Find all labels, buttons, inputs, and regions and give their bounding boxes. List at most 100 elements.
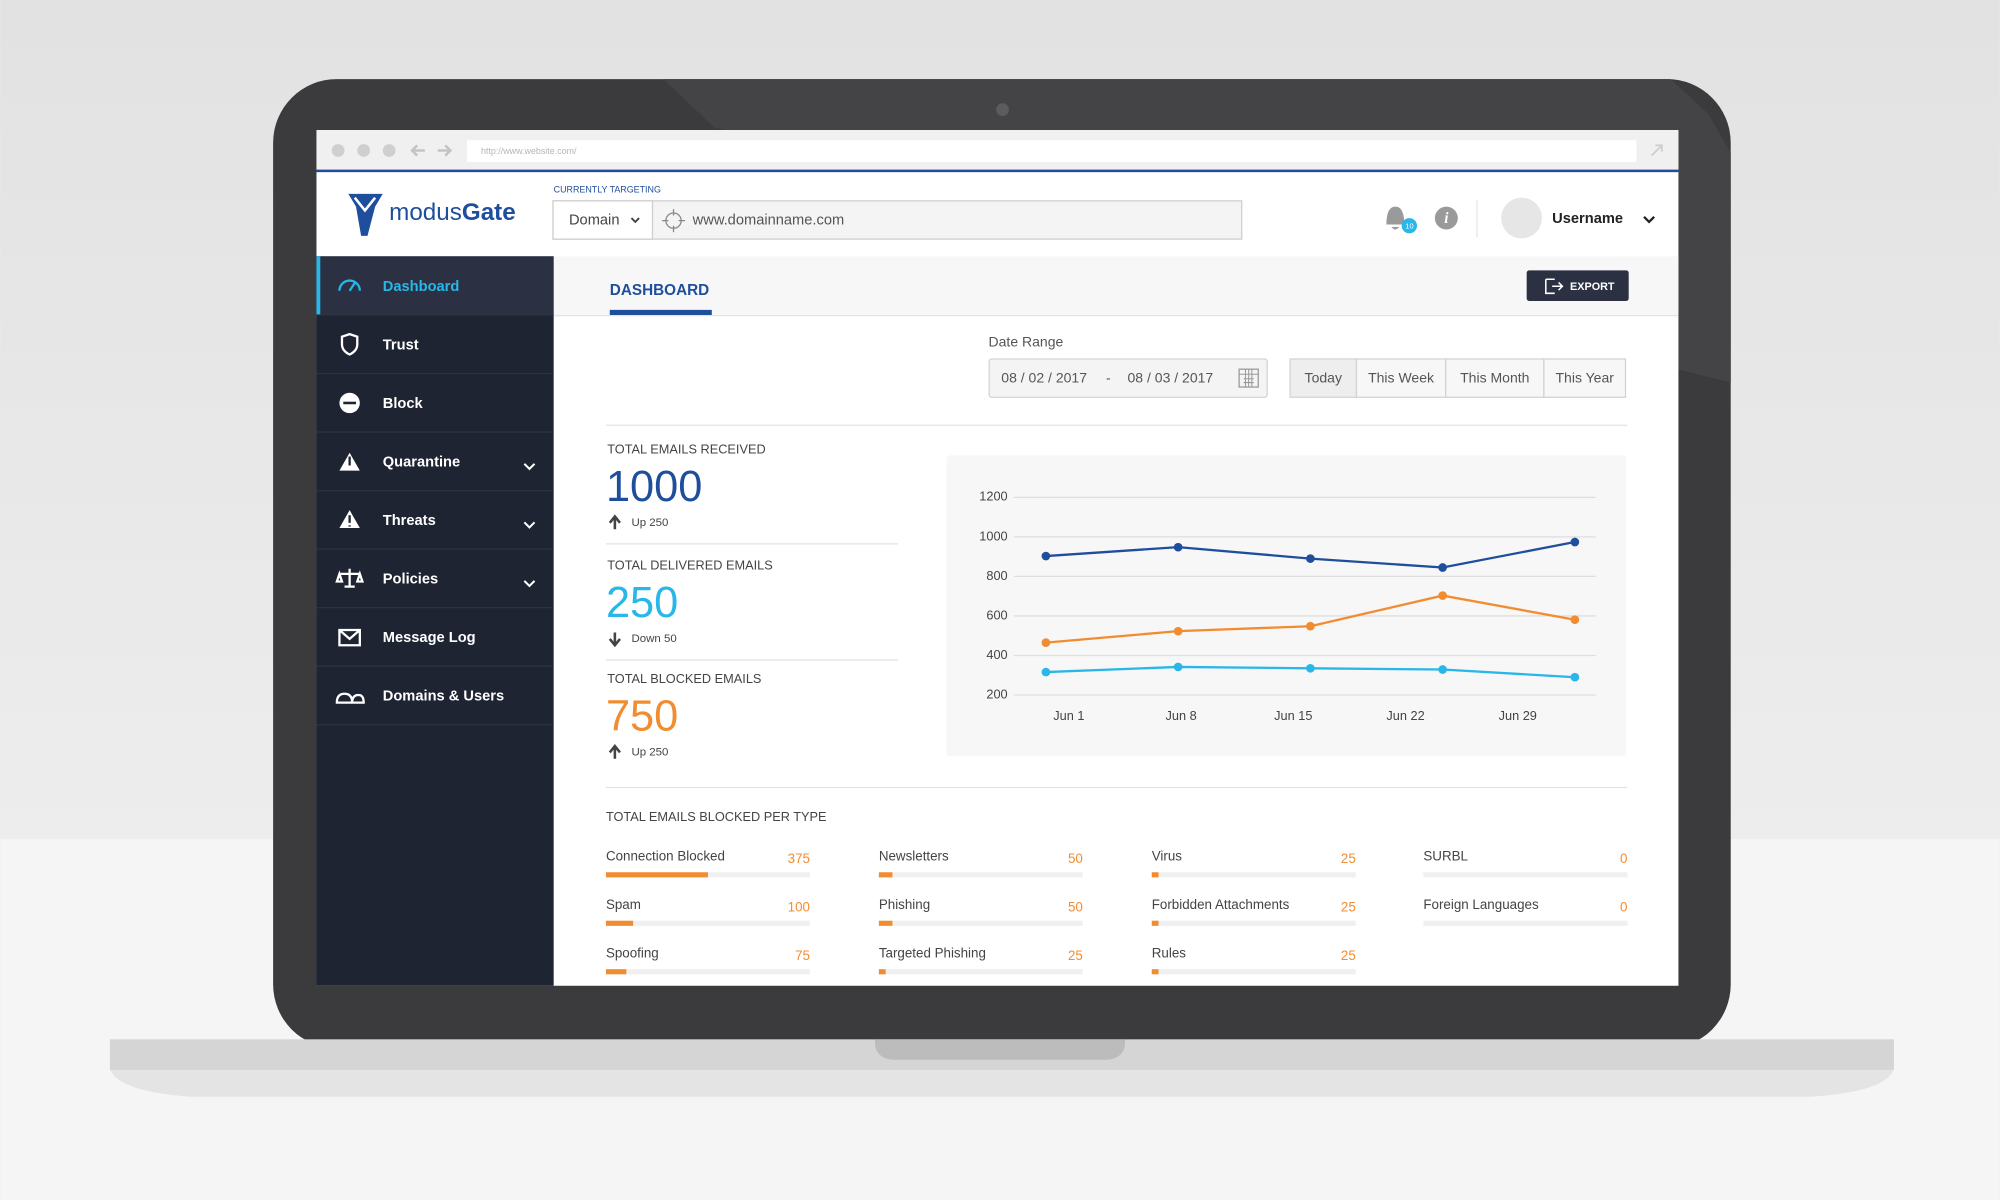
tab[interactable]: DASHBOARD: [610, 282, 709, 299]
type-track: [1423, 872, 1628, 878]
type-bar: [878, 872, 893, 878]
stat-change: Up 250: [631, 746, 668, 758]
notification-badge: [1401, 218, 1418, 234]
blocked-types-title: TOTAL EMAILS BLOCKED PER TYPE: [606, 809, 827, 824]
type-bar: [605, 872, 708, 878]
type-track: [605, 920, 810, 926]
type-name: Spam: [606, 897, 641, 912]
type-value: 0: [1620, 900, 1627, 915]
type-name: Targeted Phishing: [879, 945, 986, 960]
type-track: [1151, 920, 1356, 926]
type-track: [878, 920, 1083, 926]
nav-icon: [338, 279, 361, 292]
type-name: Phishing: [879, 897, 930, 912]
info-icon[interactable]: [1434, 206, 1458, 230]
x-tick-label: Jun 29: [1499, 708, 1537, 723]
nav-active-marker: [316, 256, 321, 315]
x-tick-label: Jun 8: [1165, 708, 1196, 723]
targeting-label: CURRENTLY TARGETING: [554, 184, 661, 194]
type-name: Spoofing: [606, 945, 659, 960]
data-point: [1173, 662, 1183, 672]
data-point: [1173, 626, 1183, 636]
export-icon: [1545, 278, 1564, 295]
type-bar: [605, 969, 627, 975]
nav-item-active: [316, 256, 554, 315]
select-chevron: [630, 217, 640, 224]
target-type: Domain: [569, 212, 620, 228]
nav-label: Dashboard: [383, 279, 460, 295]
user-chevron[interactable]: [1643, 215, 1656, 224]
date-preset-label: This Year: [1555, 369, 1614, 385]
nav-chevron: [523, 521, 536, 529]
crosshair-lines: [662, 209, 686, 233]
date-separator: -: [1106, 369, 1111, 385]
type-name: Rules: [1152, 945, 1187, 960]
url-field[interactable]: [466, 140, 1637, 162]
data-point: [1306, 554, 1315, 563]
expand-icon[interactable]: [1650, 144, 1663, 157]
type-name: Newsletters: [879, 848, 949, 863]
type-value: 25: [1341, 948, 1356, 963]
y-tick-label: 200: [986, 686, 1007, 701]
type-track: [1151, 872, 1356, 878]
x-tick-label: Jun 1: [1053, 708, 1084, 723]
forward-button[interactable]: [437, 144, 453, 157]
username[interactable]: Username: [1552, 211, 1623, 227]
stat-arrow: [608, 514, 621, 530]
bell-icon[interactable]: [1386, 206, 1405, 230]
target-input[interactable]: [552, 200, 1243, 240]
type-track: [605, 969, 810, 975]
type-track: [1423, 920, 1628, 926]
nav-icon: [338, 628, 361, 647]
y-tick-label: 800: [986, 568, 1007, 583]
nav-icon-bar: [343, 401, 357, 405]
data-point: [1306, 663, 1315, 673]
date-preset[interactable]: [1445, 358, 1545, 398]
nav-label: Threats: [383, 513, 436, 529]
nav-chevron: [523, 463, 536, 471]
type-bar: [1151, 969, 1159, 975]
back-button[interactable]: [410, 144, 425, 157]
calendar-grid: [1239, 369, 1259, 388]
stat-change: Up 250: [631, 517, 668, 529]
date-from: 08 / 02 / 2017: [1001, 369, 1087, 385]
date-preset-label: This Month: [1460, 369, 1529, 385]
nav-label: Message Log: [383, 630, 476, 646]
nav-item[interactable]: [316, 315, 553, 374]
brand: modusGate: [389, 200, 516, 227]
window-dot: [382, 144, 396, 157]
type-value: 25: [1068, 948, 1083, 963]
date-preset[interactable]: [1289, 358, 1358, 398]
type-name: Connection Blocked: [606, 848, 725, 863]
type-track: [1151, 969, 1356, 975]
nav-chevron: [523, 580, 536, 588]
type-track: [878, 872, 1083, 878]
data-point: [1173, 542, 1183, 552]
data-point: [1041, 551, 1051, 561]
data-point: [1438, 665, 1447, 674]
type-value: 100: [788, 900, 810, 915]
y-tick-label: 1000: [979, 528, 1007, 543]
type-bar: [878, 920, 893, 926]
stat-change: Down 50: [631, 633, 676, 645]
date-range-input[interactable]: [988, 358, 1268, 398]
nav-label: Domains & Users: [383, 689, 504, 705]
type-track: [878, 969, 1083, 975]
stat-value: 750: [606, 693, 678, 741]
window-dot: [357, 144, 371, 157]
data-point: [1570, 537, 1580, 547]
date-preset-label: Today: [1305, 369, 1342, 385]
y-tick-label: 400: [986, 647, 1007, 662]
avatar[interactable]: [1501, 197, 1542, 239]
logo-mark: [353, 196, 377, 213]
notification-count: 10: [1405, 221, 1414, 230]
url: http://www.website.com/: [481, 146, 577, 156]
type-value: 75: [795, 948, 810, 963]
date-preset[interactable]: [1543, 358, 1627, 398]
data-point: [1041, 638, 1051, 647]
data-point: [1438, 591, 1447, 600]
data-point: [1570, 672, 1580, 682]
target-value: www.domainname.com: [692, 212, 845, 228]
brand-bold: Gate: [462, 200, 516, 227]
